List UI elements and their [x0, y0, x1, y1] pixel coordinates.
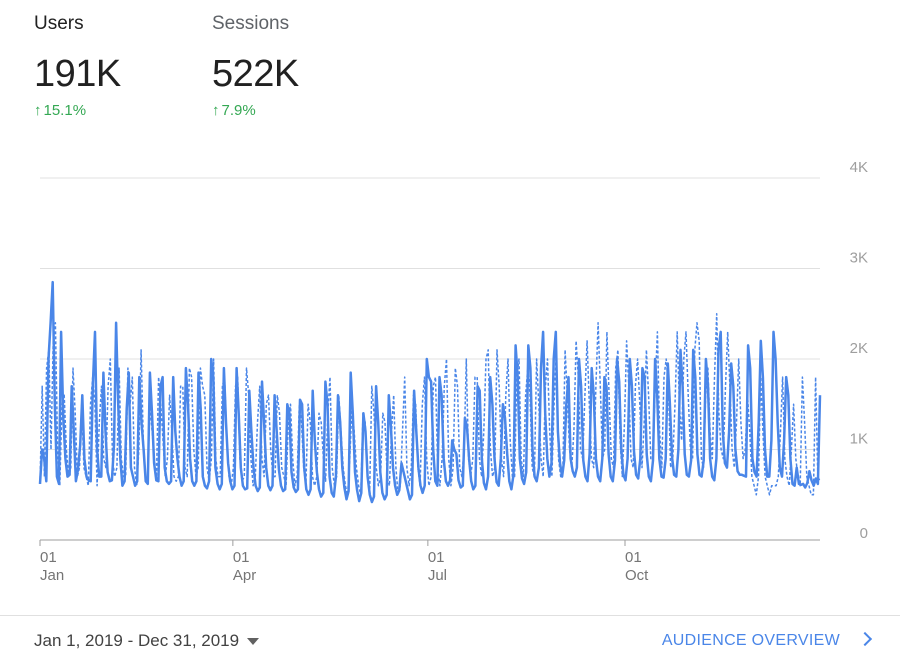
x-tick-month: Apr: [233, 567, 256, 584]
caret-down-icon: [247, 638, 260, 646]
sessions-value: 522K: [212, 53, 299, 95]
y-axis: 0 1K 2K 3K 4K: [850, 160, 868, 542]
users-change: ↑ 15.1%: [34, 102, 121, 120]
x-tick-month: Oct: [625, 567, 649, 584]
arrow-up-icon: ↑: [212, 102, 220, 119]
users-label: Users: [34, 13, 84, 34]
chart-grid: [40, 177, 820, 541]
x-tick-day: 01: [233, 549, 250, 566]
y-tick-label: 3K: [850, 250, 868, 267]
y-tick-label: 2K: [850, 340, 868, 357]
date-range-dropdown[interactable]: Jan 1, 2019 - Dec 31, 2019: [34, 631, 260, 651]
users-metric[interactable]: Users 191K ↑ 15.1%: [34, 12, 121, 120]
footer-divider: [0, 615, 900, 616]
x-tick-day: 01: [428, 549, 445, 566]
audience-overview-link[interactable]: AUDIENCE OVERVIEW: [661, 631, 873, 650]
y-tick-label: 1K: [850, 431, 868, 448]
series-line-solid: [38, 280, 822, 504]
chart-series: [38, 280, 822, 504]
sessions-change: ↑ 7.9%: [212, 102, 299, 120]
audience-overview-label: AUDIENCE OVERVIEW: [661, 632, 840, 649]
x-tick-day: 01: [625, 549, 642, 566]
users-change-value: 15.1%: [43, 102, 87, 119]
sessions-change-value: 7.9%: [221, 102, 256, 119]
chevron-right-icon: [857, 631, 873, 647]
x-tick-month: Jan: [40, 567, 64, 584]
sessions-metric[interactable]: Sessions 522K ↑ 7.9%: [212, 12, 299, 120]
date-range-label: Jan 1, 2019 - Dec 31, 2019: [34, 631, 240, 650]
users-value: 191K: [34, 53, 121, 95]
x-tick-day: 01: [40, 549, 57, 566]
y-tick-label: 0: [860, 525, 868, 542]
sessions-label: Sessions: [212, 13, 290, 34]
x-tick-month: Jul: [428, 567, 447, 584]
y-tick-label: 4K: [850, 160, 868, 176]
arrow-up-icon: ↑: [34, 102, 42, 119]
series-line-dashed: [39, 313, 821, 496]
